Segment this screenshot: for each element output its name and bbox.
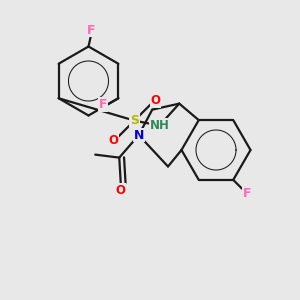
Text: O: O xyxy=(116,184,126,197)
Text: F: F xyxy=(87,23,96,37)
Text: F: F xyxy=(242,187,251,200)
Text: O: O xyxy=(108,134,118,147)
Text: S: S xyxy=(130,114,139,127)
Text: F: F xyxy=(99,98,108,111)
Text: NH: NH xyxy=(150,118,170,132)
Text: O: O xyxy=(150,94,161,107)
Text: N: N xyxy=(134,129,144,142)
